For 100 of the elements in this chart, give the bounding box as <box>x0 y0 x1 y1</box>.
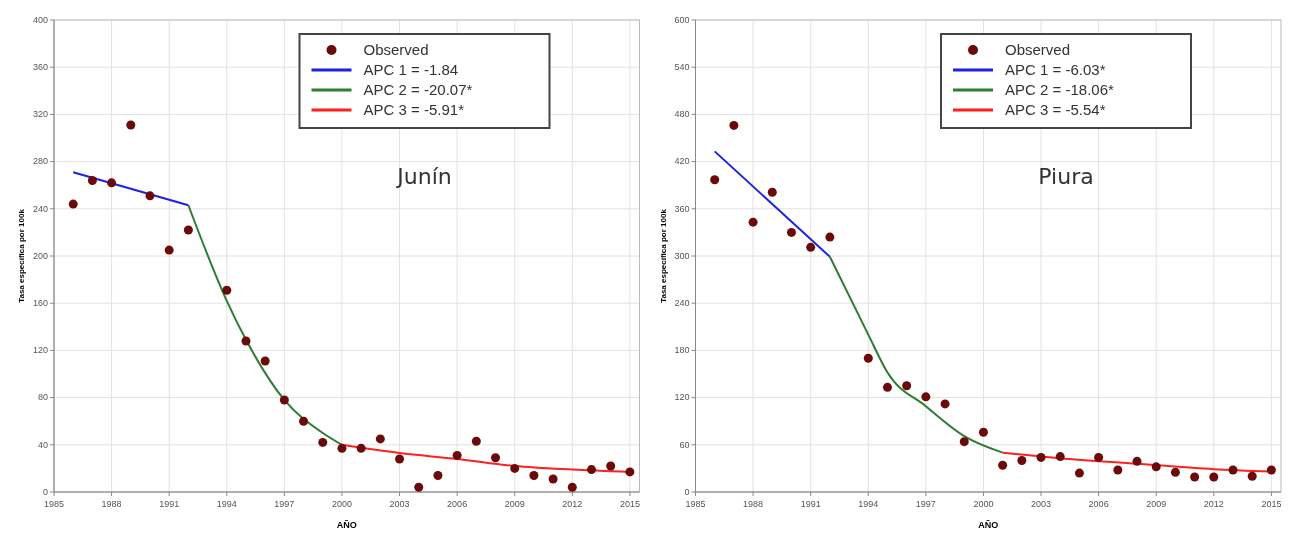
point <box>491 453 501 463</box>
x-tick-label: 2000 <box>331 499 352 509</box>
x-tick-label: 2012 <box>562 499 583 509</box>
point <box>1228 465 1238 475</box>
point <box>375 434 385 444</box>
x-tick-label: 2015 <box>1261 499 1282 509</box>
point <box>87 175 97 185</box>
y-tick-label: 240 <box>32 203 48 214</box>
y-tick-label: 40 <box>37 439 48 450</box>
line-series <box>828 255 1004 454</box>
point <box>1151 462 1161 472</box>
legend-label: Observed <box>1005 41 1071 59</box>
legend-label: Observed <box>363 41 429 59</box>
point <box>729 120 739 130</box>
point <box>260 356 270 366</box>
point <box>1209 472 1219 482</box>
y-axis-title: Tasa específica por 100k <box>658 208 668 303</box>
y-tick-label: 180 <box>674 345 690 356</box>
x-tick-label: 1988 <box>743 499 764 509</box>
annotation: Junín <box>395 164 452 189</box>
point <box>1266 465 1276 475</box>
y-tick-label: 360 <box>32 62 48 73</box>
x-tick-label: 1997 <box>915 499 936 509</box>
y-tick-label: 540 <box>674 62 690 73</box>
point <box>68 199 78 209</box>
y-tick-label: 300 <box>674 250 690 261</box>
point <box>1113 465 1123 475</box>
y-tick-label: 600 <box>674 14 690 25</box>
point <box>1132 456 1142 466</box>
point <box>107 178 117 188</box>
y-tick-label: 80 <box>37 392 48 403</box>
x-tick-label: 2003 <box>389 499 410 509</box>
x-tick-label: 2003 <box>1031 499 1052 509</box>
point <box>1247 471 1257 481</box>
y-tick-label: 280 <box>32 156 48 167</box>
x-tick-label: 2006 <box>447 499 468 509</box>
x-tick-label: 2015 <box>619 499 640 509</box>
point <box>433 470 443 480</box>
point <box>567 482 577 492</box>
y-axis-title: Tasa específica por 100k <box>17 208 26 303</box>
point <box>183 225 193 235</box>
legend-label: APC 3 = -5.54* <box>1005 101 1106 119</box>
point <box>1036 452 1046 462</box>
point <box>1017 456 1027 466</box>
point <box>1190 472 1200 482</box>
x-tick-label: 1985 <box>685 499 706 509</box>
legend-label: APC 1 = -1.84 <box>363 61 459 79</box>
x-axis-title: AÑO <box>336 520 357 530</box>
y-tick-label: 240 <box>674 298 690 309</box>
x-tick-label: 1994 <box>858 499 879 509</box>
point <box>902 381 912 391</box>
point <box>337 443 347 453</box>
point <box>145 191 155 201</box>
point <box>1055 452 1065 462</box>
point <box>279 395 289 405</box>
y-tick-label: 200 <box>32 250 48 261</box>
point <box>299 416 309 426</box>
point <box>978 427 988 437</box>
point <box>998 460 1008 470</box>
annotation: Piura <box>1038 164 1094 189</box>
x-tick-label: 2012 <box>1203 499 1224 509</box>
y-tick-label: 400 <box>32 14 48 25</box>
point <box>548 474 558 484</box>
point <box>710 175 720 185</box>
y-tick-label: 0 <box>42 486 48 497</box>
point <box>786 227 796 237</box>
point <box>587 465 597 475</box>
x-tick-label: 1994 <box>216 499 237 509</box>
point <box>940 399 950 409</box>
point <box>126 120 136 130</box>
point <box>471 436 481 446</box>
point <box>395 454 405 464</box>
point <box>1094 452 1104 462</box>
point <box>1170 467 1180 477</box>
x-tick-label: 2006 <box>1088 499 1109 509</box>
point <box>767 187 777 197</box>
point <box>318 437 328 447</box>
y-tick-label: 160 <box>32 298 48 309</box>
x-tick-label: 1985 <box>43 499 65 509</box>
y-tick-label: 360 <box>674 203 690 214</box>
point <box>356 443 366 453</box>
y-tick-label: 0 <box>684 486 690 497</box>
point <box>606 461 616 471</box>
point <box>164 245 174 255</box>
legend-label: APC 2 = -20.07* <box>363 81 473 99</box>
point <box>959 437 969 447</box>
point <box>529 470 539 480</box>
x-tick-label: 2009 <box>1146 499 1167 509</box>
x-tick-label: 2009 <box>504 499 525 509</box>
legend-label: APC 3 = -5.91* <box>363 101 465 119</box>
x-tick-label: 1988 <box>101 499 122 509</box>
legend-label: APC 1 = -6.03* <box>1005 61 1106 79</box>
x-axis-title: AÑO <box>978 520 999 530</box>
y-tick-label: 480 <box>674 109 690 120</box>
point <box>241 336 251 346</box>
y-tick-label: 120 <box>674 392 690 403</box>
x-tick-label: 1997 <box>274 499 295 509</box>
point <box>806 242 816 252</box>
point <box>625 467 635 477</box>
point <box>222 285 232 295</box>
